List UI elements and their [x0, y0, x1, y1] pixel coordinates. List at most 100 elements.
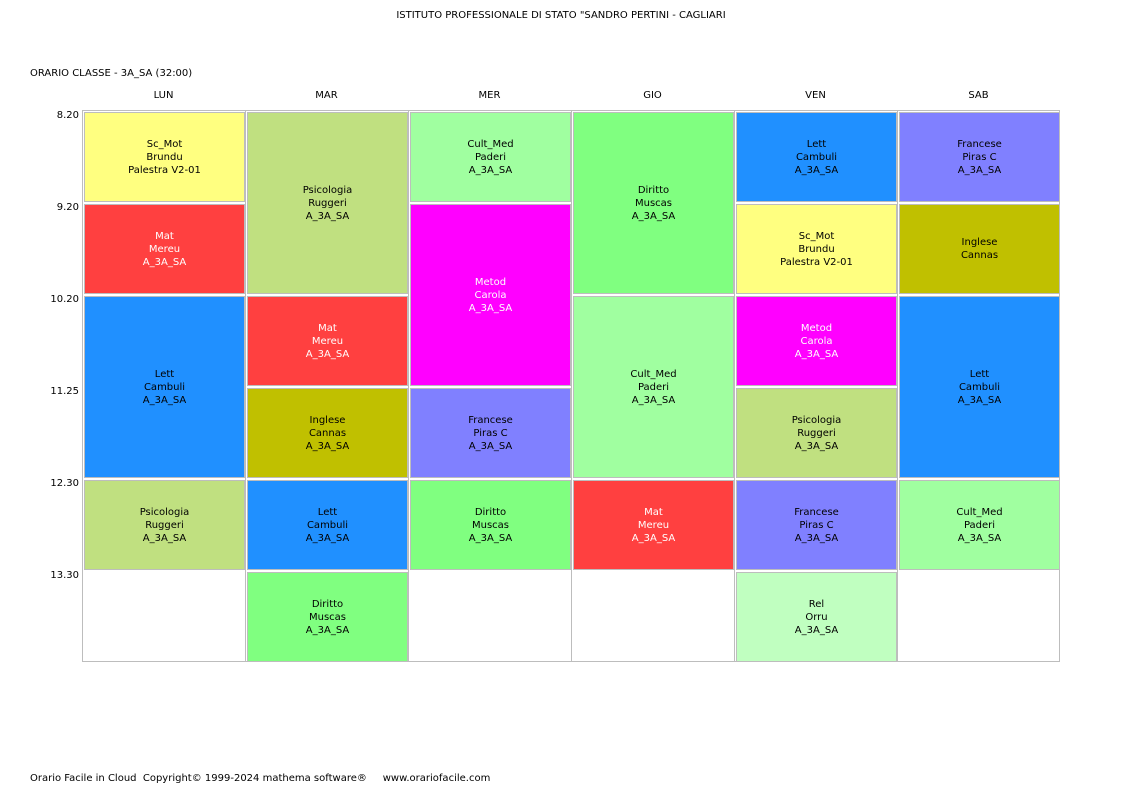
lesson-cell[interactable]: Metod Carola A_3A_SA [410, 204, 571, 386]
lesson-teacher: Ruggeri [797, 427, 836, 439]
lesson-teacher: Mereu [311, 335, 344, 347]
time-label: 10.20 [50, 294, 79, 305]
lesson-room: A_3A_SA [305, 348, 350, 360]
lesson-subject: Cult_Med [630, 368, 677, 380]
time-label: 12.30 [50, 478, 79, 489]
lesson-teacher: Muscas [634, 197, 672, 209]
lesson-room: Palestra V2-01 [128, 164, 201, 176]
time-label: 8.20 [56, 110, 79, 121]
lesson-subject: Inglese [961, 237, 998, 248]
lesson-room: A_3A_SA [631, 532, 676, 544]
lesson-room: A_3A_SA [142, 532, 187, 544]
day-header-sab: SAB [968, 90, 989, 101]
day-header-mer: MER [478, 90, 501, 101]
lesson-cell[interactable]: Lett Cambuli A_3A_SA [84, 296, 245, 478]
lesson-room: A_3A_SA [631, 394, 676, 406]
lesson-cell[interactable]: Mat Mereu A_3A_SA [247, 296, 408, 386]
lesson-room: A_3A_SA [468, 532, 513, 544]
lesson-subject: Lett [969, 368, 990, 380]
column-divider [245, 111, 246, 661]
lesson-subject: Lett [806, 138, 827, 150]
lesson-room: A_3A_SA [142, 256, 187, 268]
class-subtitle: ORARIO CLASSE - 3A_SA (32:00) [30, 68, 193, 79]
lesson-cell[interactable]: Psicologia Ruggeri A_3A_SA [736, 388, 897, 478]
lesson-teacher: Carola [474, 289, 507, 301]
lesson-cell[interactable]: Diritto Muscas A_3A_SA [410, 480, 571, 570]
lesson-subject: Francese [468, 414, 513, 426]
lesson-cell[interactable]: Lett Cambuli A_3A_SA [899, 296, 1060, 478]
lesson-subject: Cult_Med [467, 138, 514, 150]
lesson-cell[interactable]: Diritto Muscas A_3A_SA [247, 572, 408, 662]
lesson-cell[interactable]: Cult_Med Paderi A_3A_SA [573, 296, 734, 478]
lesson-cell[interactable]: Francese Piras C A_3A_SA [899, 112, 1060, 202]
column-divider [571, 111, 572, 661]
lesson-cell[interactable]: Cult_Med Paderi A_3A_SA [899, 480, 1060, 570]
lesson-subject: Mat [155, 230, 174, 242]
lesson-teacher: Paderi [637, 381, 670, 393]
lesson-subject: Rel [808, 598, 825, 610]
lesson-room: A_3A_SA [957, 164, 1002, 176]
lesson-subject: Cult_Med [956, 506, 1003, 518]
time-label: 13.30 [50, 570, 79, 581]
lesson-room: Palestra V2-01 [780, 256, 853, 268]
lesson-room: A_3A_SA [305, 440, 350, 452]
lesson-cell[interactable]: Inglese Cannas A_3A_SA [247, 388, 408, 478]
lesson-teacher: Mereu [637, 519, 670, 531]
lesson-teacher: Piras C [799, 519, 834, 531]
lesson-subject: Diritto [311, 598, 344, 610]
lesson-teacher: Paderi [963, 519, 996, 531]
time-label: 9.20 [56, 202, 79, 213]
lesson-room: A_3A_SA [631, 210, 676, 222]
lesson-room: A_3A_SA [305, 532, 350, 544]
lesson-subject: Diritto [637, 184, 670, 196]
day-header-gio: GIO [643, 90, 662, 101]
lesson-cell[interactable]: Sc_Mot Brundu Palestra V2-01 [84, 112, 245, 202]
lesson-room: A_3A_SA [794, 532, 839, 544]
lesson-room: A_3A_SA [794, 348, 839, 360]
lesson-teacher: Muscas [471, 519, 509, 531]
day-header-lun: LUN [153, 90, 174, 101]
lesson-room: A_3A_SA [957, 532, 1002, 544]
lesson-subject: Metod [800, 322, 833, 334]
lesson-teacher: Brundu [798, 243, 835, 255]
lesson-cell[interactable]: Mat Mereu A_3A_SA [84, 204, 245, 294]
time-label: 11.25 [50, 386, 79, 397]
lesson-room: A_3A_SA [794, 624, 839, 636]
lesson-cell[interactable]: Metod Carola A_3A_SA [736, 296, 897, 386]
day-header-ven: VEN [805, 90, 826, 101]
lesson-teacher: Cambuli [306, 519, 349, 531]
lesson-subject: Psicologia [139, 506, 190, 518]
lesson-cell[interactable]: Rel Orru A_3A_SA [736, 572, 897, 662]
lesson-cell[interactable]: Francese Piras C A_3A_SA [410, 388, 571, 478]
lesson-cell[interactable]: Mat Mereu A_3A_SA [573, 480, 734, 570]
lesson-subject: Inglese [309, 414, 346, 426]
lesson-cell[interactable]: Lett Cambuli A_3A_SA [736, 112, 897, 202]
lesson-teacher: Cambuli [143, 381, 186, 393]
lesson-teacher: Ruggeri [145, 519, 184, 531]
lesson-cell[interactable]: Psicologia Ruggeri A_3A_SA [247, 112, 408, 294]
column-divider [897, 111, 898, 661]
lesson-cell[interactable]: Cult_Med Paderi A_3A_SA [410, 112, 571, 202]
lesson-teacher: Piras C [473, 427, 508, 439]
lesson-cell[interactable]: Psicologia Ruggeri A_3A_SA [84, 480, 245, 570]
lesson-subject: Lett [154, 368, 175, 380]
lesson-room: A_3A_SA [794, 440, 839, 452]
lesson-teacher: Muscas [308, 611, 346, 623]
lesson-subject: Mat [318, 322, 337, 334]
lesson-subject: Sc_Mot [798, 230, 835, 242]
lesson-cell[interactable]: Inglese Cannas [899, 204, 1060, 294]
lesson-cell[interactable]: Sc_Mot Brundu Palestra V2-01 [736, 204, 897, 294]
lesson-teacher: Paderi [474, 151, 507, 163]
lesson-subject: Sc_Mot [146, 138, 183, 150]
lesson-subject: Psicologia [302, 184, 353, 196]
lesson-room: A_3A_SA [305, 210, 350, 222]
lesson-teacher: Cambuli [795, 151, 838, 163]
lesson-cell[interactable]: Lett Cambuli A_3A_SA [247, 480, 408, 570]
lesson-room: A_3A_SA [142, 394, 187, 406]
lesson-teacher: Piras C [962, 151, 997, 163]
timetable-grid: Sc_Mot Brundu Palestra V2-01 Mat Mereu A_3A_S… [82, 110, 1060, 662]
lesson-room: A_3A_SA [305, 624, 350, 636]
lesson-cell[interactable]: Francese Piras C A_3A_SA [736, 480, 897, 570]
lesson-cell[interactable]: Diritto Muscas A_3A_SA [573, 112, 734, 294]
lesson-teacher: Orru [805, 611, 828, 623]
